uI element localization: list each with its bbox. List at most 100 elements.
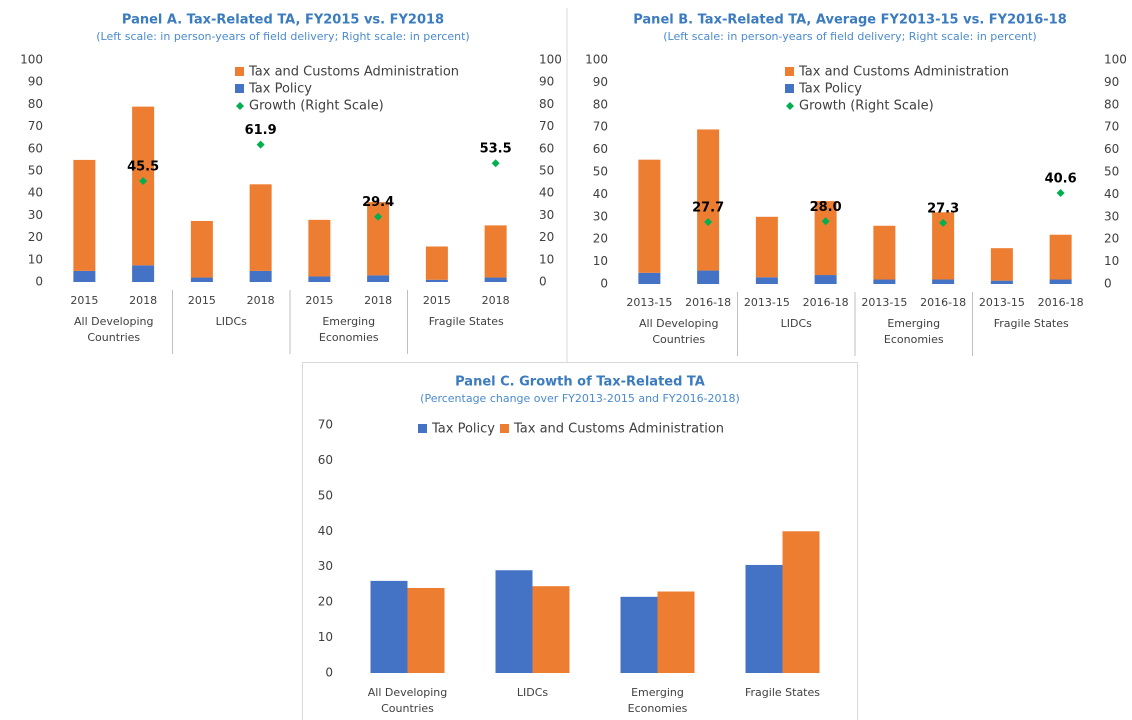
y2-tick-label: 70 <box>539 119 554 133</box>
y-tick-label: 30 <box>318 559 333 573</box>
data-label: 27.7 <box>692 200 724 215</box>
group-label: Fragile States <box>428 315 504 328</box>
legend-marker <box>786 102 794 110</box>
bar-segment <box>814 201 837 276</box>
growth-marker <box>821 217 830 226</box>
bar-segment <box>1049 234 1072 280</box>
y-tick-label: 100 <box>585 53 608 67</box>
data-label: 27.3 <box>927 201 959 216</box>
bar-segment <box>484 225 507 278</box>
x-tick-label: 2013-15 <box>979 296 1025 309</box>
group-label: LIDCs <box>215 315 247 328</box>
bar-segment <box>873 225 896 280</box>
y-tick-label: 30 <box>593 209 608 223</box>
bar-segment <box>697 129 720 271</box>
bar-segment <box>932 212 955 280</box>
y-tick-label: 20 <box>593 232 608 246</box>
x-tick-label: 2013-15 <box>626 296 672 309</box>
x-tick-label: 2015 <box>70 294 98 307</box>
chart-subtitle: (Left scale: in person-years of field de… <box>663 30 1036 43</box>
y2-tick-label: 50 <box>539 164 554 178</box>
bar-segment <box>132 106 155 266</box>
bar-segment <box>190 277 213 282</box>
legend-label: Tax and Customs Administration <box>513 422 724 437</box>
bar-segment <box>190 220 213 278</box>
bar <box>620 596 658 673</box>
bar <box>782 531 820 673</box>
legend-label: Growth (Right Scale) <box>249 99 384 114</box>
y2-tick-label: 40 <box>1104 187 1119 201</box>
y2-tick-label: 80 <box>1104 97 1119 111</box>
data-label: 45.5 <box>127 159 159 174</box>
legend-marker <box>785 84 794 93</box>
x-tick-label: 2016-18 <box>920 296 966 309</box>
y-tick-label: 40 <box>28 186 43 200</box>
y2-tick-label: 90 <box>1104 75 1119 89</box>
bar-segment <box>425 279 448 282</box>
growth-marker <box>704 217 713 226</box>
bar-segment <box>132 265 155 282</box>
legend-label: Tax Policy <box>431 422 495 437</box>
y-tick-label: 10 <box>593 254 608 268</box>
legend-marker <box>236 102 244 110</box>
y2-tick-label: 10 <box>539 252 554 266</box>
y-tick-label: 60 <box>28 141 43 155</box>
chart-title: Panel B. Tax-Related TA, Average FY2013-… <box>633 13 1067 28</box>
x-tick-label: LIDCs <box>516 686 549 699</box>
growth-marker <box>939 218 948 227</box>
y2-tick-label: 0 <box>1104 277 1112 291</box>
y-tick-label: 70 <box>318 418 333 432</box>
group-label: Emerging Economies <box>318 315 379 344</box>
y-tick-label: 20 <box>28 230 43 244</box>
legend-marker <box>785 67 794 76</box>
y-tick-label: 50 <box>593 165 608 179</box>
y2-tick-label: 0 <box>539 275 547 289</box>
y-tick-label: 30 <box>28 208 43 222</box>
bar-segment <box>425 246 448 280</box>
bar-segment <box>1049 279 1072 284</box>
legend-marker <box>418 424 427 433</box>
bar-segment <box>990 280 1013 284</box>
x-tick-label: 2015 <box>305 294 333 307</box>
x-tick-label: 2015 <box>188 294 216 307</box>
y-tick-label: 0 <box>600 277 608 291</box>
bar-segment <box>990 248 1013 281</box>
y-tick-label: 80 <box>28 97 43 111</box>
group-label: Fragile States <box>993 317 1069 330</box>
legend-label: Tax Policy <box>798 82 862 97</box>
y2-tick-label: 30 <box>1104 209 1119 223</box>
bar <box>745 564 783 673</box>
y2-tick-label: 10 <box>1104 254 1119 268</box>
x-tick-label: 2013-15 <box>861 296 907 309</box>
chart-subtitle: (Left scale: in person-years of field de… <box>96 30 469 43</box>
bar <box>495 570 533 673</box>
y-tick-label: 20 <box>318 595 333 609</box>
bar-segment <box>638 159 661 273</box>
legend-label: Tax and Customs Administration <box>248 65 459 80</box>
x-tick-label: 2018 <box>129 294 157 307</box>
y2-tick-label: 30 <box>539 208 554 222</box>
y2-tick-label: 60 <box>1104 142 1119 156</box>
bar <box>370 580 408 673</box>
y-tick-label: 90 <box>593 75 608 89</box>
x-tick-label: 2016-18 <box>685 296 731 309</box>
y-tick-label: 50 <box>28 164 43 178</box>
x-tick-label: All Developing Countries <box>367 686 448 715</box>
x-tick-label: 2018 <box>482 294 510 307</box>
data-label: 61.9 <box>245 123 277 138</box>
growth-marker <box>374 212 383 221</box>
data-label: 40.6 <box>1045 172 1077 187</box>
data-label: 29.4 <box>362 195 394 210</box>
x-tick-label: 2016-18 <box>803 296 849 309</box>
chart-subtitle: (Percentage change over FY2013-2015 and … <box>420 392 740 405</box>
bar-segment <box>638 272 661 284</box>
x-tick-label: 2018 <box>364 294 392 307</box>
y2-tick-label: 50 <box>1104 165 1119 179</box>
growth-marker <box>256 140 265 149</box>
x-tick-label: Emerging Economies <box>627 686 688 715</box>
bar <box>532 586 570 673</box>
group-label: Emerging Economies <box>883 317 944 346</box>
bar-segment <box>932 279 955 284</box>
bar-segment <box>249 270 272 282</box>
bar-segment <box>484 277 507 282</box>
